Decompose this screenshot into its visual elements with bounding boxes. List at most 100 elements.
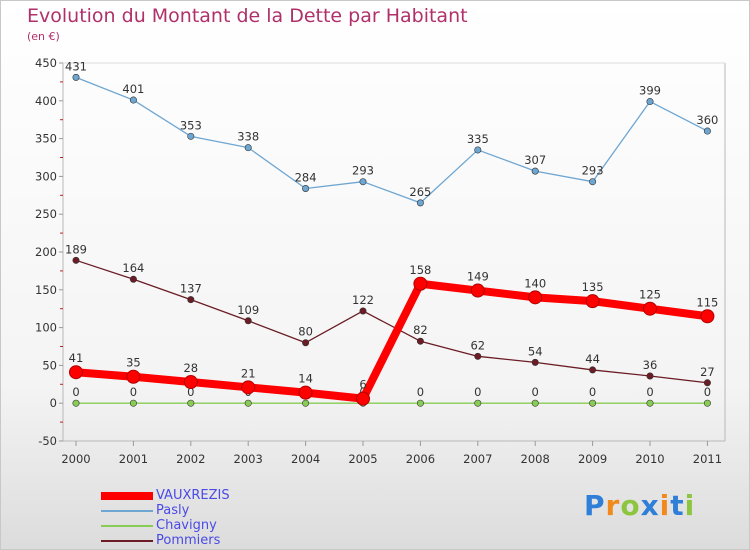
data-label-pommiers: 80 <box>298 325 313 339</box>
data-point-pasly <box>531 167 539 175</box>
data-label-pommiers: 137 <box>180 282 202 296</box>
data-label-pasly: 431 <box>65 59 87 73</box>
data-label-pommiers: 164 <box>122 261 144 275</box>
data-point-pommiers <box>531 358 539 366</box>
data-label-chavigny: 0 <box>187 385 194 399</box>
data-label-vauxrezis: 125 <box>639 288 661 302</box>
data-point-pommiers <box>72 256 80 264</box>
data-label-vauxrezis: 158 <box>409 263 431 277</box>
x-tick-label: 2002 <box>176 452 205 466</box>
data-point-vauxrezis <box>241 380 256 395</box>
y-tick-label: 450 <box>35 56 57 70</box>
data-label-vauxrezis: 21 <box>241 366 256 380</box>
data-point-pommiers <box>187 296 195 304</box>
data-point-vauxrezis <box>356 391 370 406</box>
data-point-chavigny <box>302 399 310 407</box>
data-label-chavigny: 0 <box>704 385 711 399</box>
data-label-chavigny: 0 <box>474 385 481 399</box>
data-label-pommiers: 189 <box>65 242 87 256</box>
data-label-pasly: 360 <box>696 113 718 127</box>
data-point-chavigny <box>187 399 195 407</box>
data-point-chavigny <box>646 399 654 407</box>
chart-title: Evolution du Montant de la Dette par Hab… <box>27 5 468 27</box>
data-label-pasly: 335 <box>467 132 489 146</box>
x-tick-label: 2000 <box>61 452 90 466</box>
data-point-vauxrezis <box>470 283 485 298</box>
series-line-pasly <box>75 76 709 204</box>
data-point-pasly <box>187 132 195 140</box>
data-point-vauxrezis <box>643 301 657 316</box>
data-point-vauxrezis <box>183 375 198 390</box>
data-label-chavigny: 0 <box>72 385 79 399</box>
series-pommiers: 189 164 137 109 80 122 82 62 54 44 36 27 <box>65 242 715 387</box>
series-line-vauxrezis <box>72 279 712 403</box>
data-label-pommiers: 62 <box>470 338 485 352</box>
data-label-pasly: 265 <box>409 185 431 199</box>
data-point-vauxrezis <box>298 385 313 400</box>
data-point-pasly <box>244 144 252 152</box>
data-label-vauxrezis: 41 <box>69 351 84 365</box>
data-label-vauxrezis: 6 <box>359 378 366 392</box>
x-tick-label: 2008 <box>521 452 550 466</box>
data-point-vauxrezis <box>126 369 141 384</box>
data-point-pasly <box>703 127 711 135</box>
y-tick-label: 350 <box>35 132 57 146</box>
legend-swatch-vauxrezis <box>101 492 153 500</box>
logo-letter: x <box>640 489 660 522</box>
chart-subtitle: (en €) <box>27 30 60 43</box>
y-tick-label: 150 <box>35 283 57 297</box>
data-label-vauxrezis: 149 <box>467 270 489 284</box>
data-label-pasly: 401 <box>122 82 144 96</box>
data-label-vauxrezis: 28 <box>183 361 198 375</box>
series-line-pommiers <box>75 259 709 384</box>
data-label-vauxrezis: 14 <box>298 372 313 386</box>
data-label-vauxrezis: 35 <box>126 356 141 370</box>
x-tick-label: 2010 <box>635 452 664 466</box>
data-point-vauxrezis <box>700 309 715 324</box>
logo-letter: i <box>659 489 671 522</box>
legend-label-vauxrezis: VAUXREZIS <box>156 488 230 503</box>
x-tick-label: 2005 <box>348 452 377 466</box>
data-label-pasly: 307 <box>524 153 546 167</box>
proxiti-logo: Proxiti <box>584 489 695 522</box>
data-label-pommiers: 36 <box>643 358 658 372</box>
logo-letter: P <box>584 489 606 522</box>
data-point-pasly <box>589 178 597 186</box>
data-point-chavigny <box>416 399 424 407</box>
data-point-vauxrezis <box>413 276 428 291</box>
x-tick-label: 2004 <box>291 452 320 466</box>
series-pasly: 431 401 353 338 284 293 265 335 307 293 399 360 <box>65 59 718 207</box>
data-point-chavigny <box>474 399 482 407</box>
data-label-pasly: 353 <box>180 118 202 132</box>
data-label-chavigny: 0 <box>417 385 424 399</box>
x-tick-label: 2007 <box>463 452 492 466</box>
x-tick-label: 2011 <box>693 452 722 466</box>
data-label-pasly: 338 <box>237 130 259 144</box>
series-chavigny: 000000000000 <box>72 385 711 407</box>
data-point-pommiers <box>589 366 597 374</box>
x-tick-label: 2009 <box>578 452 607 466</box>
data-label-pasly: 284 <box>295 170 317 184</box>
data-point-pasly <box>302 184 310 192</box>
data-point-vauxrezis <box>585 294 600 309</box>
y-tick-label: 50 <box>42 358 57 372</box>
data-point-pommiers <box>244 317 252 325</box>
y-tick-label: -50 <box>38 434 57 448</box>
legend-label-pasly: Pasly <box>156 503 190 518</box>
data-point-vauxrezis <box>528 290 543 305</box>
data-point-chavigny <box>531 399 539 407</box>
data-point-chavigny <box>129 399 137 407</box>
data-point-chavigny <box>244 399 252 407</box>
data-point-chavigny <box>72 399 80 407</box>
data-label-pommiers: 109 <box>237 303 259 317</box>
data-label-chavigny: 0 <box>532 385 539 399</box>
data-point-pasly <box>359 178 367 186</box>
data-label-pommiers: 54 <box>528 344 543 358</box>
data-point-pasly <box>72 73 80 81</box>
y-tick-label: 200 <box>35 245 57 259</box>
data-label-chavigny: 0 <box>589 385 596 399</box>
legend-swatch-pommiers <box>101 540 153 542</box>
